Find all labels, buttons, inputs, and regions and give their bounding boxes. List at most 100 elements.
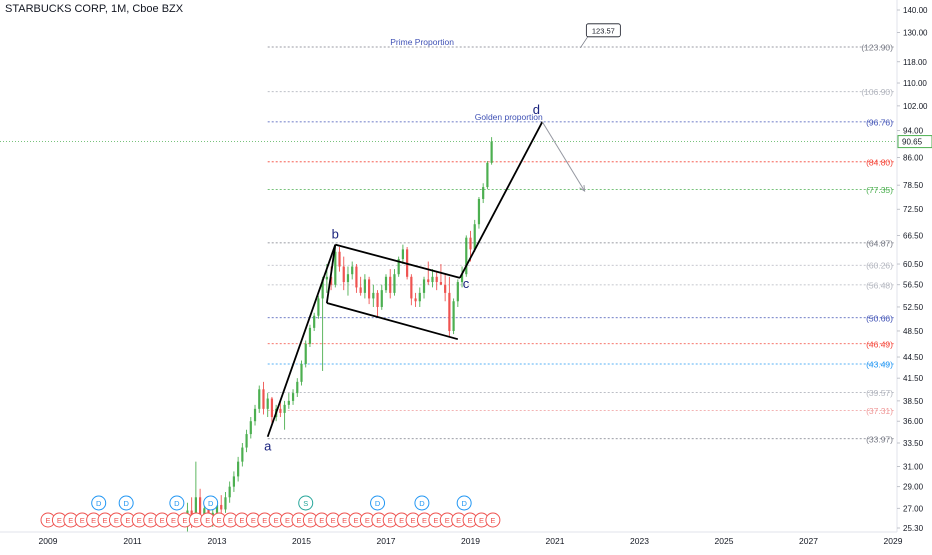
price-tick-label: 140.00: [903, 6, 928, 15]
dividend-marker[interactable]: [456, 495, 472, 511]
candle-body: [308, 327, 312, 344]
dividend-marker[interactable]: [118, 495, 134, 511]
earnings-marker-label: E: [490, 516, 495, 525]
earnings-marker-label: E: [376, 516, 381, 525]
candle-body: [224, 497, 227, 510]
channel-left-edge: [325, 244, 337, 304]
candle-body: [266, 398, 269, 409]
level-annotation: Prime Proportion: [390, 37, 454, 47]
earnings-marker-label: E: [239, 516, 244, 525]
fib-level-label: (50.66): [866, 313, 893, 323]
candle-body: [346, 274, 350, 283]
level-annotation: Golden proportion: [475, 112, 543, 122]
candle-body: [351, 266, 354, 275]
earnings-marker-label: E: [433, 516, 438, 525]
candle-body: [477, 198, 481, 225]
candle-body: [431, 276, 434, 283]
dividend-marker-label: D: [208, 499, 214, 508]
earnings-marker-label: E: [319, 516, 324, 525]
candle-body: [376, 292, 379, 307]
candle-body: [460, 274, 464, 283]
dividend-marker[interactable]: [370, 495, 386, 511]
current-price-label: 90.65: [902, 138, 923, 147]
price-tick-label: 52.50: [903, 303, 924, 312]
earnings-marker-label: E: [160, 516, 165, 525]
fib-level-label: (43.49): [866, 359, 893, 369]
candle-body: [194, 497, 197, 523]
earnings-marker-label: E: [342, 516, 347, 525]
price-tick-label: 56.50: [903, 281, 924, 290]
earnings-marker-label: E: [422, 516, 427, 525]
current-price-tag: [897, 135, 932, 149]
candle-body: [452, 301, 455, 331]
candle-body: [435, 276, 438, 283]
candle-body: [287, 400, 290, 405]
price-tick-label: 110.00: [903, 79, 927, 88]
earnings-marker-label: E: [399, 516, 404, 525]
earnings-marker-label: E: [182, 516, 187, 525]
time-tick-label: 2015: [292, 536, 311, 546]
candle-body: [393, 274, 396, 293]
price-tick-label: 36.00: [903, 417, 924, 426]
dividend-marker[interactable]: [91, 495, 107, 511]
time-tick-label: 2011: [123, 536, 142, 546]
candle-body: [384, 276, 388, 291]
earnings-marker-label: E: [114, 516, 119, 525]
time-tick-label: 2017: [377, 536, 396, 546]
candle-body: [291, 393, 295, 401]
earnings-marker-label: E: [45, 516, 50, 525]
candle-body: [486, 162, 489, 188]
fib-level-label: (106.90): [861, 87, 893, 97]
price-tick-label: 33.50: [903, 439, 924, 448]
candle-body: [325, 276, 328, 280]
candle-body: [372, 292, 375, 299]
dividend-marker-label: D: [419, 499, 425, 508]
candle-body: [469, 237, 472, 250]
callout-box: [585, 23, 621, 38]
candle-body: [203, 508, 206, 514]
fib-level-label: (123.90): [861, 42, 893, 52]
earnings-marker-label: E: [445, 516, 450, 525]
time-tick-label: 2013: [208, 536, 227, 546]
candle-body: [363, 279, 366, 293]
fib-level-label: (46.49): [866, 339, 893, 349]
time-axis: 2009 2011 2013 2015 2017 2019 2021 2023 2025 2027…: [0, 531, 903, 546]
candle-body: [444, 284, 447, 293]
earnings-marker-label: E: [468, 516, 473, 525]
candle-body: [414, 298, 417, 302]
earnings-marker-label: E: [137, 516, 142, 525]
dividend-marker[interactable]: [169, 495, 185, 511]
candle-body: [237, 461, 240, 477]
split-marker[interactable]: [298, 495, 314, 511]
earnings-marker-label: E: [228, 516, 233, 525]
price-tick-label: 78.50: [903, 181, 924, 190]
candle-body: [249, 421, 252, 435]
fib-level-label: (56.48): [866, 280, 893, 290]
candle-body: [422, 279, 426, 293]
wave-label-d: d: [533, 102, 540, 117]
fib-level-label: (77.35): [866, 185, 893, 195]
candle-body: [258, 389, 261, 409]
earnings-marker[interactable]: [485, 512, 501, 528]
dividend-marker[interactable]: [203, 495, 219, 511]
dividend-marker[interactable]: [414, 495, 430, 511]
price-tick-label: 118.00: [903, 58, 927, 67]
candle-body: [439, 282, 443, 285]
earnings-marker-label: E: [365, 516, 370, 525]
earnings-marker-label: E: [353, 516, 358, 525]
fib-level-label: (33.97): [866, 434, 893, 444]
candle-body: [389, 276, 392, 293]
wave-line-cd: [459, 121, 544, 279]
earnings-marker-label: E: [148, 516, 153, 525]
earnings-marker-label: E: [331, 516, 336, 525]
candle-body: [482, 187, 485, 199]
candle-body: [296, 381, 299, 394]
candle-body: [410, 276, 413, 299]
candle-body: [401, 249, 404, 260]
dividend-marker-label: D: [375, 499, 381, 508]
time-tick-label: 2019: [461, 536, 480, 546]
price-tick-label: 48.50: [903, 327, 924, 336]
